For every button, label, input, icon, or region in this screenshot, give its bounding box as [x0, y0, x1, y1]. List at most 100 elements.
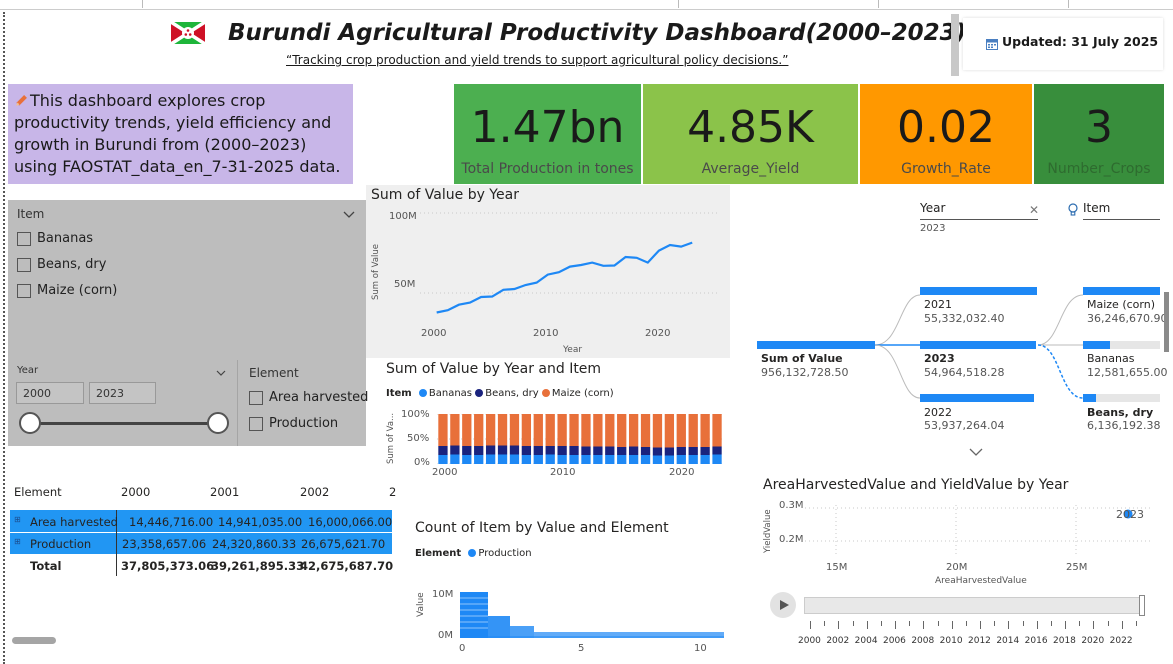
year-from-input[interactable]: 2000 — [16, 382, 84, 404]
stacked-bar-segment[interactable] — [652, 414, 663, 448]
stacked-bar-segment[interactable] — [640, 414, 651, 447]
year-slider-end-handle[interactable] — [207, 412, 229, 434]
stacked-bar-segment[interactable] — [474, 455, 484, 464]
stacked-bar-segment[interactable] — [569, 446, 579, 455]
stacked-bar-segment[interactable] — [450, 414, 460, 446]
scrollbar[interactable] — [1164, 292, 1169, 352]
stacked-bar-segment[interactable] — [450, 445, 460, 455]
item-option-maize[interactable]: Maize (corn) — [17, 280, 117, 299]
stacked-bar-segment[interactable] — [652, 455, 663, 465]
chevron-down-icon[interactable] — [216, 363, 226, 376]
stacked-bar-segment[interactable] — [581, 446, 591, 456]
stacked-bar-segment[interactable] — [712, 454, 722, 465]
stacked-bar-segment[interactable] — [617, 455, 627, 464]
stacked-bar-segment[interactable] — [664, 455, 675, 465]
stacked-bar-segment[interactable] — [450, 454, 460, 465]
tree-node-bar[interactable] — [920, 394, 1034, 402]
stacked-bar-segment[interactable] — [545, 454, 555, 465]
stacked-bar-segment[interactable] — [593, 414, 603, 447]
stacked-bar-segment[interactable] — [485, 445, 496, 455]
stacked-bar-segment[interactable] — [605, 446, 615, 456]
stacked-bar-segment[interactable] — [676, 414, 686, 447]
stacked-bar-segment[interactable] — [438, 414, 448, 446]
close-icon[interactable]: ✕ — [1029, 203, 1040, 217]
stacked-bar-segment[interactable] — [688, 455, 698, 464]
stacked-bar-segment[interactable] — [497, 445, 508, 455]
table-row[interactable] — [10, 510, 392, 532]
stacked-bar-segment[interactable] — [485, 454, 496, 465]
stacked-bar-segment[interactable] — [593, 446, 603, 456]
stacked-bar-segment[interactable] — [509, 454, 520, 465]
stacked-bar-segment[interactable] — [605, 414, 615, 447]
stacked-bar-segment[interactable] — [557, 455, 567, 464]
stacked-bar-segment[interactable] — [509, 414, 520, 446]
stacked-bar-segment[interactable] — [676, 455, 686, 464]
stacked-bar-segment[interactable] — [700, 414, 710, 447]
stacked-bar-segment[interactable] — [474, 414, 484, 446]
stacked-bar-segment[interactable] — [521, 455, 532, 464]
stacked-bar-segment[interactable] — [581, 414, 591, 447]
stacked-bar-segment[interactable] — [700, 447, 710, 455]
stacked-bar-segment[interactable] — [438, 446, 448, 455]
lightbulb-icon[interactable] — [1068, 202, 1078, 216]
stacked-bar-segment[interactable] — [581, 455, 591, 464]
stacked-bar-segment[interactable] — [462, 414, 472, 446]
play-axis-handle[interactable] — [1139, 595, 1145, 616]
line-series[interactable] — [436, 241, 693, 314]
horizontal-scrollbar[interactable] — [12, 637, 56, 644]
tree-leaf-bar[interactable] — [1083, 341, 1110, 349]
stacked-bar-segment[interactable] — [509, 445, 520, 455]
tree-node-bar[interactable] — [920, 287, 1037, 295]
checkbox[interactable] — [249, 390, 263, 405]
stacked-bar-segment[interactable] — [533, 455, 543, 464]
stacked-bar-segment[interactable] — [545, 446, 555, 455]
tree-root-bar[interactable] — [757, 341, 875, 349]
stacked-bar-segment[interactable] — [485, 414, 496, 446]
stacked-bar-segment[interactable] — [474, 446, 484, 455]
stacked-bar-segment[interactable] — [533, 414, 543, 446]
stacked-bar-segment[interactable] — [664, 447, 675, 456]
year-slider-start-handle[interactable] — [19, 412, 41, 434]
element-option-production[interactable]: Production — [249, 413, 338, 432]
stacked-bar-segment[interactable] — [569, 455, 579, 464]
play-axis-track[interactable] — [804, 597, 1144, 614]
checkbox[interactable] — [17, 231, 31, 246]
stacked-bar-segment[interactable] — [462, 446, 472, 455]
stacked-bar-segment[interactable] — [557, 414, 567, 446]
table-row[interactable] — [10, 533, 392, 554]
expand-icon[interactable]: ⊞ — [14, 515, 21, 524]
stacked-bar-segment[interactable] — [605, 455, 615, 464]
stacked-bar-segment[interactable] — [628, 455, 639, 464]
stacked-bar-segment[interactable] — [712, 414, 722, 447]
stacked-bar-segment[interactable] — [521, 446, 532, 455]
stacked-bar-segment[interactable] — [545, 414, 555, 446]
stacked-bar-segment[interactable] — [676, 447, 686, 455]
stacked-bar-segment[interactable] — [628, 414, 639, 447]
item-option-beans[interactable]: Beans, dry — [17, 254, 106, 273]
stacked-bar-segment[interactable] — [640, 455, 651, 464]
stacked-bar-segment[interactable] — [438, 455, 448, 464]
stacked-bar-segment[interactable] — [712, 446, 722, 455]
item-option-bananas[interactable]: Bananas — [17, 228, 93, 247]
element-option-area[interactable]: Area harvested — [249, 387, 368, 406]
tree-node-bar[interactable] — [920, 341, 1036, 349]
stacked-bar-segment[interactable] — [617, 447, 627, 455]
stacked-bar-segment[interactable] — [688, 414, 698, 447]
chevron-down-icon[interactable] — [343, 205, 355, 218]
stacked-bar-segment[interactable] — [617, 414, 627, 447]
stacked-bar-segment[interactable] — [533, 446, 543, 455]
year-slider-track[interactable] — [30, 422, 218, 425]
stacked-bar-segment[interactable] — [497, 414, 508, 446]
stacked-bar-segment[interactable] — [700, 455, 710, 464]
scatter-point[interactable] — [1123, 509, 1133, 519]
stacked-bar-segment[interactable] — [640, 447, 651, 455]
checkbox[interactable] — [17, 257, 31, 272]
stacked-bar-segment[interactable] — [652, 447, 663, 456]
stacked-bar-segment[interactable] — [569, 414, 579, 446]
stacked-bar-segment[interactable] — [593, 455, 603, 464]
stacked-bar-segment[interactable] — [462, 455, 472, 464]
checkbox[interactable] — [249, 416, 263, 431]
tree-leaf-bar[interactable] — [1083, 287, 1160, 295]
year-to-input[interactable]: 2023 — [89, 382, 156, 404]
chevron-down-icon[interactable] — [969, 442, 983, 456]
